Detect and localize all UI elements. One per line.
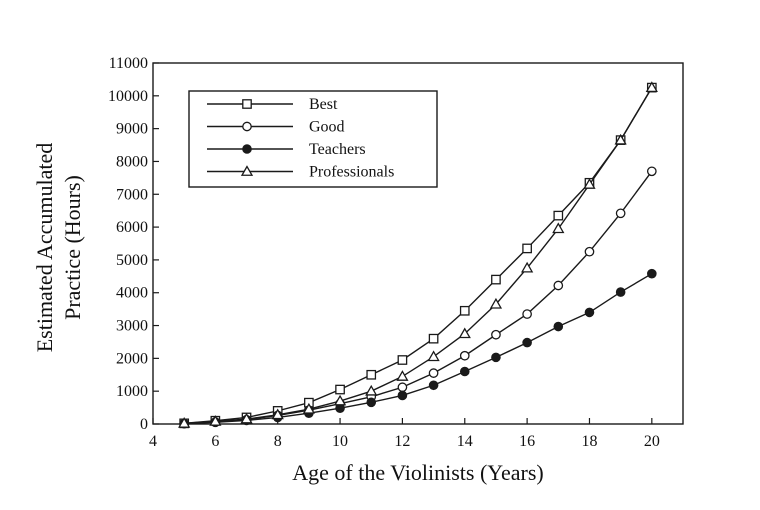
y-tick-label: 4000 [116,285,148,302]
plot-frame [152,62,684,425]
data-point [520,261,534,273]
series-line-best [184,87,653,425]
x-axis-title: Age of the Violinists (Years) [292,460,543,485]
data-point [615,287,626,297]
data-point [584,246,595,257]
series-professionals [178,81,658,428]
data-point [491,352,501,363]
x-tick-label: 18 [581,433,597,450]
axes [152,62,684,425]
series-good [179,166,657,429]
y-tick-label: 5000 [116,252,148,269]
legend-label: Good [309,119,345,136]
x-tick-label: 8 [274,433,282,450]
data-point [302,402,316,414]
data-point [459,305,470,316]
x-tick-label: 16 [519,433,535,450]
data-point [428,333,439,344]
data-point [366,369,377,380]
y-tick-label: 7000 [116,186,148,203]
data-point [647,268,657,279]
x-tick-label: 14 [457,433,473,450]
y-tick-label: 11000 [109,55,148,72]
legend: Best Good Teachers Professionals [188,90,438,188]
data-point [522,337,532,348]
data-point [333,394,347,406]
data-point [365,384,378,396]
legend-marker [242,121,252,132]
data-point [584,307,595,318]
legend-marker [242,99,252,109]
data-point [583,178,596,189]
data-point [428,380,439,391]
x-tick-label: 12 [394,433,410,450]
data-point [396,370,409,381]
data-point [209,415,222,426]
y-tick-label: 2000 [116,350,148,367]
data-point [522,243,532,254]
data-point [645,81,658,93]
legend-entry-teachers: Teachers [207,141,366,158]
legend-label: Teachers [309,141,366,158]
data-point [240,412,253,424]
data-point [491,274,501,285]
y-tick-label: 3000 [116,318,148,335]
data-point [522,309,532,319]
data-point [489,297,503,309]
data-point [397,390,408,401]
legend-marker [242,144,252,154]
data-point [615,208,626,219]
data-point [491,329,501,340]
data-point [459,350,470,361]
x-tick-label: 6 [211,433,219,450]
series-line-teachers [184,273,653,425]
data-point [428,368,439,378]
legend-label: Professionals [309,164,394,181]
y-tick-label: 9000 [116,121,148,138]
data-point [553,280,564,291]
series-line-good [184,170,653,425]
legend-entry-professionals: Professionals [207,164,394,181]
data-point [427,350,440,362]
legend-label: Best [309,96,338,113]
series-line-professionals [184,87,653,425]
data-point [459,366,470,377]
data-point [271,408,284,420]
y-tick-label: 0 [140,416,148,433]
data-point [366,397,377,408]
data-point [553,210,564,221]
series-best [179,82,657,429]
data-point [552,222,565,234]
data-point [646,166,657,177]
y-tick-label: 8000 [116,153,148,170]
data-point [335,384,345,395]
tick-labels: 4 6 8 10 12 14 16 18 20 0 1000 2000 3000 4000 5000 6000… [108,55,660,450]
y-tick-label: 1000 [116,383,148,400]
x-tick-label: 20 [644,433,660,450]
x-tick-label: 4 [149,433,157,450]
data-point [553,321,564,332]
series-layer [178,81,658,429]
data-point [178,417,191,428]
legend-box [188,90,438,188]
y-axis-title-line2: Practice (Hours) [60,175,85,320]
data-point [397,382,408,393]
y-axis-title-line1: Estimated Accumulated [32,143,57,353]
legend-entry-good: Good [207,119,345,136]
data-point [614,133,627,145]
legend-entry-best: Best [207,96,338,113]
legend-marker [240,165,254,176]
data-point [397,355,408,365]
data-point [458,327,471,339]
y-tick-label: 6000 [116,219,148,236]
x-tick-label: 10 [332,433,348,450]
y-tick-label: 10000 [108,88,148,105]
